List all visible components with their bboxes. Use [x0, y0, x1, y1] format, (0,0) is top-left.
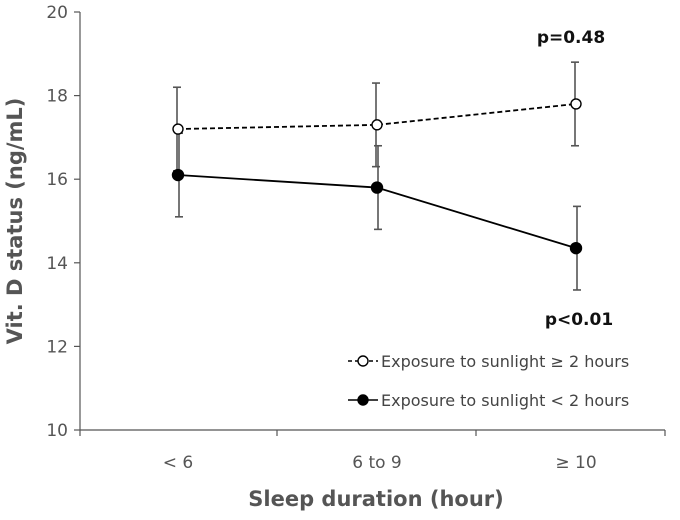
x-ticks: < 6 6 to 9 ≥ 10: [79, 430, 666, 473]
data-point-open: [570, 98, 582, 110]
legend: Exposure to sunlight ≥ 2 hours Exposure …: [348, 352, 629, 410]
legend-marker-open-circle: [357, 355, 369, 367]
data-point-open: [172, 123, 184, 135]
data-point-open: [371, 119, 383, 131]
x-axis-title: Sleep duration (hour): [248, 487, 503, 511]
y-tick-label: 10: [46, 421, 68, 441]
y-tick-label: 18: [46, 87, 68, 107]
legend-label-sunlight-lt-2: Exposure to sunlight < 2 hours: [381, 391, 629, 410]
x-tick-label: ≥ 10: [555, 453, 596, 473]
y-tick-label: 20: [46, 3, 68, 23]
y-axis-title: Vit. D status (ng/mL): [3, 98, 27, 345]
x-tick-label: 6 to 9: [352, 453, 402, 473]
series-layer: [171, 61, 583, 291]
legend-item-sunlight-lt-2: Exposure to sunlight < 2 hours: [348, 391, 629, 410]
legend-label-sunlight-ge-2: Exposure to sunlight ≥ 2 hours: [381, 352, 629, 371]
y-axis: 10 12 14 16 18 20: [46, 3, 81, 441]
y-tick-label: 12: [46, 337, 68, 357]
legend-item-sunlight-ge-2: Exposure to sunlight ≥ 2 hours: [348, 352, 629, 371]
annotation-p-048: p=0.48: [537, 28, 605, 48]
y-tick-label: 16: [46, 170, 68, 190]
annotation-p-001: p<0.01: [545, 310, 613, 330]
series-line-sunlight-ge-2: [177, 103, 577, 130]
data-point-filled: [569, 241, 583, 255]
data-point-filled: [171, 168, 185, 182]
data-point-filled: [370, 181, 384, 194]
x-tick-label: < 6: [163, 453, 193, 473]
y-ticks: 10 12 14 16 18 20: [46, 3, 80, 441]
legend-marker-filled-circle: [357, 394, 369, 406]
x-axis: < 6 6 to 9 ≥ 10: [79, 429, 666, 473]
y-tick-label: 14: [46, 254, 68, 274]
